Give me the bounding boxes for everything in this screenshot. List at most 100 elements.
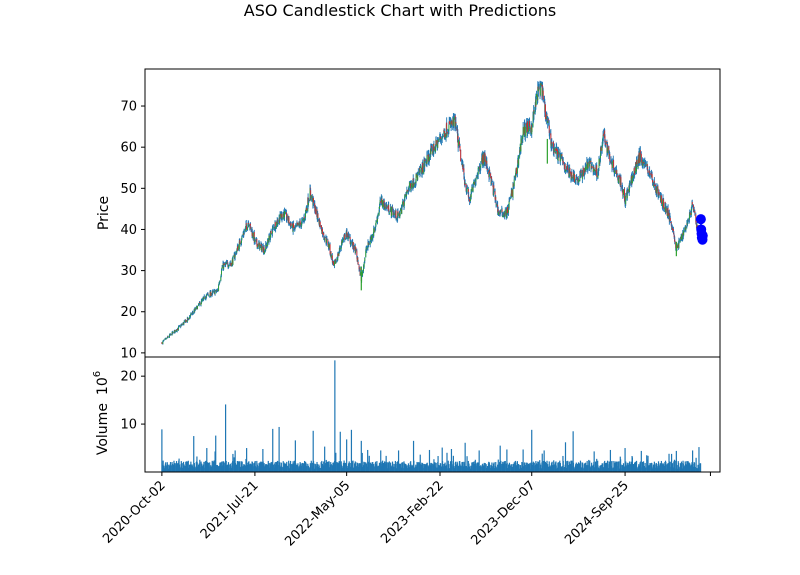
volume-bar <box>629 464 631 472</box>
volume-bar <box>248 461 250 472</box>
volume-bar <box>176 463 179 472</box>
volume-bar <box>364 462 366 472</box>
volume-bar <box>373 464 375 472</box>
volume-bar <box>462 466 464 472</box>
volume-bar <box>386 462 388 472</box>
volume-bar <box>469 466 471 472</box>
volume-bar <box>628 462 630 472</box>
volume-bar <box>408 467 411 472</box>
volume-bar <box>647 455 649 472</box>
volume-bar <box>391 461 394 472</box>
volume-bar <box>618 468 620 472</box>
volume-bar <box>193 463 195 472</box>
volume-bar <box>419 454 421 472</box>
price-y-tick-label: 50 <box>120 182 137 197</box>
volume-bar <box>365 463 367 472</box>
volume-bar <box>560 467 562 472</box>
volume-bar <box>252 466 254 472</box>
volume-bar <box>225 465 228 472</box>
volume-bar <box>531 464 533 472</box>
volume-bar <box>579 460 582 472</box>
volume-bar <box>339 431 341 472</box>
volume-bar <box>602 467 605 472</box>
volume-bar <box>193 436 195 472</box>
volume-bar <box>279 465 281 472</box>
volume-bar <box>266 464 268 472</box>
volume-bar <box>385 455 387 472</box>
volume-bar <box>328 461 330 472</box>
volume-bar <box>678 466 680 472</box>
volume-bar <box>605 462 608 472</box>
volume-bar <box>668 453 670 472</box>
volume-bar <box>294 464 296 472</box>
volume-bar <box>183 464 185 472</box>
volume-bar <box>669 466 671 472</box>
volume-plot-frame <box>144 356 721 473</box>
volume-bar <box>417 462 419 472</box>
volume-bar <box>301 462 303 472</box>
volume-bar <box>638 465 640 472</box>
volume-bar <box>576 466 578 472</box>
volume-bar <box>457 466 460 472</box>
volume-bar <box>631 457 633 472</box>
volume-bar <box>426 462 428 472</box>
volume-bar <box>288 460 290 472</box>
volume-bar <box>209 462 211 472</box>
volume-bar <box>170 465 172 472</box>
volume-bar <box>535 463 538 472</box>
candlestick-series <box>161 80 702 345</box>
volume-bar <box>692 450 694 472</box>
volume-bar <box>395 463 397 472</box>
volume-bar <box>589 467 591 472</box>
volume-bar <box>397 450 400 472</box>
volume-bar <box>680 461 683 472</box>
volume-bar <box>545 462 547 472</box>
volume-bar <box>375 464 377 472</box>
volume-bar <box>670 453 673 472</box>
volume-bar <box>404 463 406 472</box>
volume-bar <box>687 461 689 472</box>
volume-bar <box>421 462 423 472</box>
volume-bar <box>308 468 310 472</box>
volume-bar <box>582 464 584 472</box>
volume-bar <box>507 464 510 472</box>
volume-bar <box>510 464 512 472</box>
price-y-tick-label: 40 <box>120 223 137 238</box>
volume-bar <box>654 464 656 472</box>
volume-bar <box>625 461 627 472</box>
volume-bar <box>634 461 637 472</box>
volume-bar <box>352 460 354 472</box>
volume-bar <box>482 466 484 472</box>
volume-bar <box>219 462 221 472</box>
volume-bar <box>520 467 522 472</box>
volume-bar <box>323 461 325 472</box>
volume-bar <box>357 466 359 472</box>
volume-bar <box>515 465 518 472</box>
volume-bar <box>343 460 345 472</box>
volume-bar <box>196 466 199 472</box>
volume-bar <box>538 468 540 472</box>
volume-bar <box>485 464 487 472</box>
volume-bar <box>622 463 625 472</box>
price-y-axis-label: Price <box>96 196 112 230</box>
volume-bar <box>330 462 332 472</box>
volume-bar <box>297 463 299 472</box>
volume-y-tick-label: 20 <box>120 370 137 385</box>
volume-bar <box>675 450 677 472</box>
prediction-series <box>695 214 708 245</box>
volume-exponent-power: 6 <box>92 371 103 377</box>
volume-bar <box>591 465 593 472</box>
volume-bar <box>412 440 415 472</box>
volume-bar <box>360 440 362 472</box>
volume-bar <box>537 461 540 472</box>
volume-bar <box>658 467 660 472</box>
volume-bar <box>212 461 214 472</box>
volume-bar <box>685 464 687 472</box>
volume-y-axis-label: Volume 106 <box>92 371 111 455</box>
volume-exponent-base: 10 <box>95 377 111 395</box>
volume-bar <box>316 461 318 472</box>
volume-bar <box>224 404 227 472</box>
volume-bar <box>272 464 274 472</box>
volume-bar <box>370 463 373 472</box>
volume-bar <box>239 461 241 472</box>
